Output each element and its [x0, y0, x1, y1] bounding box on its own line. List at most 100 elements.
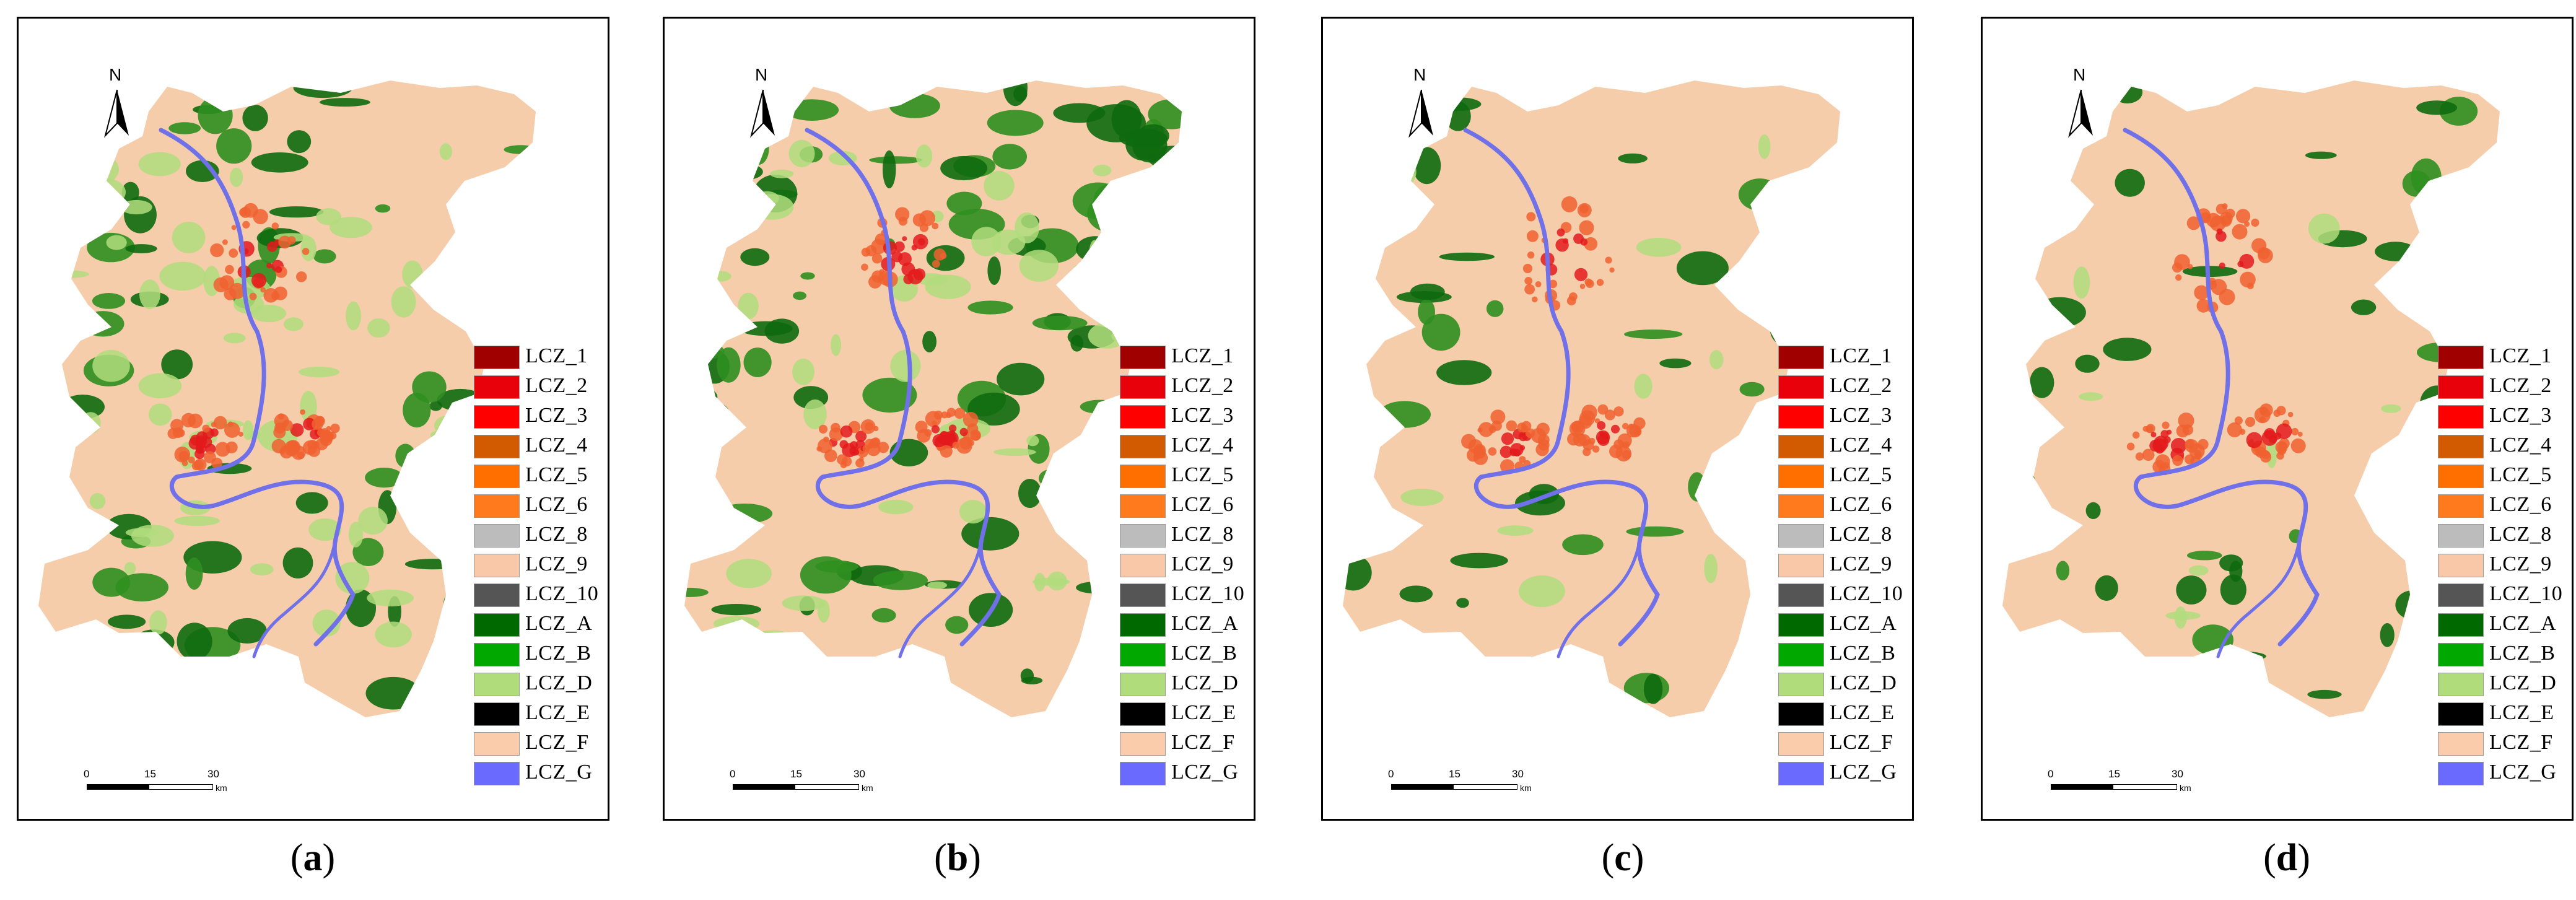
grass-patch: [738, 292, 759, 320]
urban-patch: [868, 275, 882, 289]
urban-patch: [271, 439, 286, 453]
forest-patch: [1343, 554, 1372, 591]
forest-patch: [1343, 711, 1386, 717]
forest-patch: [2375, 242, 2417, 261]
legend-item: LCZ_8: [474, 522, 604, 551]
forest-patch: [177, 623, 212, 660]
scale-bar: 0 15 30 km: [1388, 768, 1602, 805]
urban-patch: [2189, 443, 2205, 459]
urban-patch: [2187, 264, 2193, 269]
legend-label: LCZ_G: [1830, 761, 1897, 784]
scale-unit: km: [862, 783, 873, 793]
forest-patch: [58, 136, 104, 150]
grass-patch: [788, 139, 815, 167]
grass-patch: [74, 153, 119, 186]
legend-label: LCZ_F: [1171, 731, 1235, 754]
forest-patch: [395, 443, 416, 468]
panel-caption: (a): [290, 837, 336, 879]
grass-patch: [402, 260, 423, 289]
forest-patch: [38, 160, 62, 169]
grass-patch: [803, 399, 827, 429]
scale-unit: km: [1520, 783, 1532, 793]
forest-patch: [2395, 590, 2429, 619]
legend-label: LCZ_E: [525, 701, 590, 724]
forest-patch: [1132, 129, 1168, 163]
urban-patch: [2186, 216, 2201, 230]
legend-label: LCZ_5: [525, 463, 588, 486]
forest-patch: [320, 98, 370, 107]
forest-patch: [1049, 690, 1103, 717]
grass-patch: [308, 518, 342, 541]
urban-patch: [204, 451, 216, 463]
forest-patch: [787, 705, 835, 717]
forest-patch: [940, 155, 987, 181]
urban-patch: [229, 248, 238, 258]
scale-tick-label: 30: [2172, 768, 2183, 780]
forest-patch: [2367, 505, 2390, 527]
urban-patch: [191, 461, 201, 471]
urban-patch: [1596, 279, 1604, 286]
legend-label: LCZ_5: [1171, 463, 1234, 486]
forest-patch: [684, 657, 713, 693]
legend-label: LCZ_A: [1171, 612, 1239, 635]
forest-patch: [711, 604, 762, 616]
forest-patch: [1348, 196, 1375, 208]
grass-patch: [375, 621, 412, 648]
urban-patch: [1517, 422, 1527, 432]
urban-patch: [865, 422, 874, 431]
legend-swatch: [1778, 762, 1824, 785]
forest-patch: [216, 128, 252, 164]
panel-caption-letter: c: [1614, 837, 1631, 879]
legend-label: LCZ_8: [1171, 523, 1234, 546]
river-branch: [1557, 537, 1642, 658]
panel-caption: (d): [2263, 837, 2310, 879]
grass-patch: [300, 391, 317, 422]
grass-patch: [684, 236, 720, 264]
forest-patch: [1729, 691, 1766, 717]
forest-patch: [1740, 689, 1775, 717]
urban-patch: [1524, 277, 1533, 285]
forest-patch: [1080, 400, 1119, 414]
urban-patch: [818, 424, 828, 434]
urban-patch: [941, 411, 948, 419]
legend-item: LCZ_3: [1778, 403, 1908, 432]
legend-item: LCZ_5: [1778, 462, 1908, 492]
legend-item: LCZ_E: [474, 700, 604, 730]
forest-patch: [1618, 153, 1648, 164]
legend-swatch: [1120, 346, 1166, 369]
forest-patch: [1038, 469, 1065, 488]
urban-patch: [839, 440, 849, 449]
grass-patch: [430, 430, 451, 440]
urban-patch: [271, 222, 279, 230]
legend-item: LCZ_4: [1778, 432, 1908, 462]
legend-label: LCZ_10: [525, 582, 599, 605]
urban-patch: [1522, 263, 1533, 274]
forest-patch: [1156, 82, 1180, 92]
grass-patch: [2381, 404, 2401, 413]
forest-patch: [726, 164, 763, 180]
forest-patch: [2220, 574, 2246, 605]
urban-patch: [249, 292, 257, 300]
urban-patch: [1563, 238, 1568, 244]
panel-caption-letter: b: [946, 837, 969, 879]
urban-patch: [852, 448, 860, 456]
urban-patch: [1579, 220, 1594, 235]
legend-swatch: [1120, 613, 1166, 637]
legend-label: LCZ_8: [1830, 523, 1892, 546]
legend-label: LCZ_A: [525, 612, 593, 635]
forest-patch: [92, 293, 126, 309]
grass-patch: [38, 468, 59, 487]
forest-patch: [1032, 315, 1088, 331]
forest-patch: [1562, 534, 1604, 556]
legend: LCZ_1 LCZ_2 LCZ_3 LCZ_4 LCZ_5 LCZ_6 LCZ_8 LCZ_9…: [1120, 343, 1250, 789]
urban-patch: [242, 221, 250, 229]
grass-patch: [120, 199, 152, 215]
forest-patch: [997, 362, 1045, 396]
forest-patch: [313, 249, 336, 264]
urban-patch: [213, 416, 227, 430]
forest-patch: [1626, 526, 1684, 537]
urban-patch: [2178, 413, 2194, 429]
forest-patch: [168, 670, 188, 694]
legend-item: LCZ_A: [1120, 611, 1250, 640]
urban-patch: [915, 421, 928, 434]
